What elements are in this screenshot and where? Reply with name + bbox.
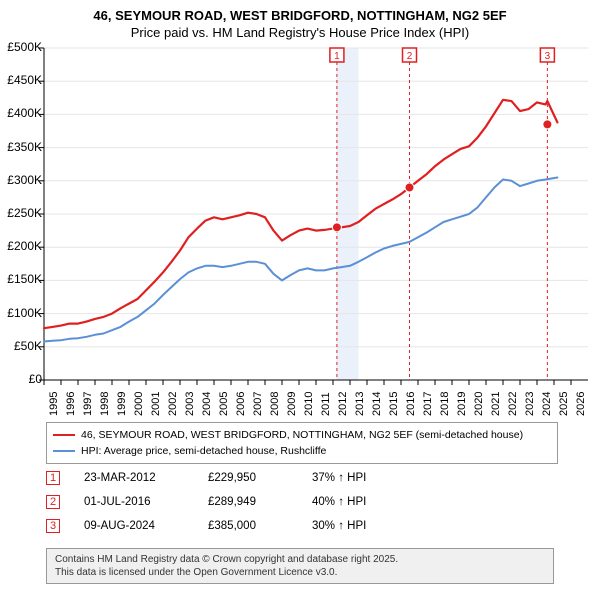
x-tick-label: 2000	[133, 392, 145, 416]
sale-row: 2 01-JUL-2016 £289,949 40% ↑ HPI	[46, 490, 392, 514]
x-tick-label: 1998	[99, 392, 111, 416]
x-tick-label: 2015	[388, 392, 400, 416]
x-tick-label: 2019	[456, 392, 468, 416]
x-tick-label: 2024	[541, 392, 553, 416]
sale-date: 09-AUG-2024	[84, 520, 184, 532]
x-tick-label: 1995	[48, 392, 60, 416]
svg-text:2: 2	[407, 51, 413, 62]
x-tick-label: 2021	[490, 392, 502, 416]
sale-marker: 2	[46, 495, 60, 509]
attribution-line1: Contains HM Land Registry data © Crown c…	[55, 553, 545, 566]
x-tick-label: 2013	[354, 392, 366, 416]
y-tick-label: £250K	[0, 206, 42, 220]
sale-date: 01-JUL-2016	[84, 496, 184, 508]
x-tick-label: 2022	[507, 392, 519, 416]
x-tick-label: 1997	[82, 392, 94, 416]
x-tick-label: 2007	[252, 392, 264, 416]
y-tick-label: £500K	[0, 40, 42, 54]
x-tick-label: 2026	[575, 392, 587, 416]
y-tick-label: £100K	[0, 306, 42, 320]
svg-text:1: 1	[334, 51, 340, 62]
x-tick-label: 2004	[201, 392, 213, 416]
y-tick-label: £450K	[0, 73, 42, 87]
x-tick-label: 2025	[558, 392, 570, 416]
y-tick-label: £200K	[0, 239, 42, 253]
legend-item: HPI: Average price, semi-detached house,…	[53, 443, 551, 459]
chart-container: 46, SEYMOUR ROAD, WEST BRIDGFORD, NOTTIN…	[0, 0, 600, 590]
attribution-line2: This data is licensed under the Open Gov…	[55, 566, 545, 579]
sale-date: 23-MAR-2012	[84, 472, 184, 484]
x-tick-label: 2017	[422, 392, 434, 416]
sale-price: £289,949	[208, 496, 288, 508]
legend-item: 46, SEYMOUR ROAD, WEST BRIDGFORD, NOTTIN…	[53, 427, 551, 443]
x-tick-label: 2020	[473, 392, 485, 416]
x-tick-label: 2014	[371, 392, 383, 416]
legend-label: HPI: Average price, semi-detached house,…	[81, 445, 326, 457]
y-tick-label: £300K	[0, 173, 42, 187]
sale-row: 1 23-MAR-2012 £229,950 37% ↑ HPI	[46, 466, 392, 490]
y-tick-label: £0	[0, 372, 42, 386]
sale-price: £229,950	[208, 472, 288, 484]
attribution-box: Contains HM Land Registry data © Crown c…	[46, 548, 554, 584]
legend-swatch	[53, 434, 75, 436]
sales-table: 1 23-MAR-2012 £229,950 37% ↑ HPI 2 01-JUL-201…	[46, 466, 392, 538]
y-tick-label: £350K	[0, 140, 42, 154]
legend-label: 46, SEYMOUR ROAD, WEST BRIDGFORD, NOTTIN…	[81, 429, 523, 441]
x-tick-label: 2001	[150, 392, 162, 416]
sale-pct: 30% ↑ HPI	[312, 520, 392, 532]
y-tick-label: £50K	[0, 339, 42, 353]
legend-swatch	[53, 450, 75, 452]
x-tick-label: 2011	[320, 392, 332, 416]
x-tick-label: 2003	[184, 392, 196, 416]
sale-marker: 1	[46, 471, 60, 485]
sale-price: £385,000	[208, 520, 288, 532]
sale-marker: 3	[46, 519, 60, 533]
x-tick-label: 2008	[269, 392, 281, 416]
y-tick-label: £400K	[0, 106, 42, 120]
x-tick-label: 2006	[235, 392, 247, 416]
x-tick-label: 2005	[218, 392, 230, 416]
sale-pct: 37% ↑ HPI	[312, 472, 392, 484]
sale-row: 3 09-AUG-2024 £385,000 30% ↑ HPI	[46, 514, 392, 538]
x-tick-label: 2002	[167, 392, 179, 416]
x-tick-label: 2010	[303, 392, 315, 416]
x-tick-label: 2012	[337, 392, 349, 416]
x-tick-label: 1999	[116, 392, 128, 416]
x-tick-label: 2009	[286, 392, 298, 416]
x-tick-label: 1996	[65, 392, 77, 416]
sale-pct: 40% ↑ HPI	[312, 496, 392, 508]
legend-box: 46, SEYMOUR ROAD, WEST BRIDGFORD, NOTTIN…	[46, 422, 558, 464]
x-tick-label: 2016	[405, 392, 417, 416]
svg-text:3: 3	[545, 51, 551, 62]
x-tick-label: 2018	[439, 392, 451, 416]
y-tick-label: £150K	[0, 272, 42, 286]
x-tick-label: 2023	[524, 392, 536, 416]
